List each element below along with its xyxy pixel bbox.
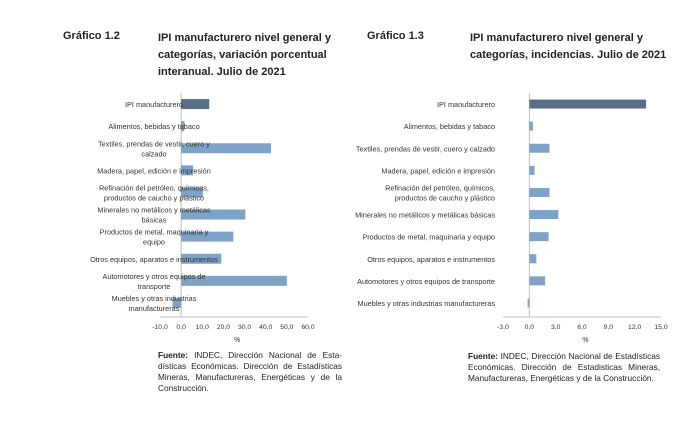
source-label: Fuente: — [158, 350, 188, 360]
x-tick-label: 9,0 — [604, 324, 614, 331]
category-label: Alimentos, bebidas y tabaco — [404, 122, 495, 131]
category-label: Otros equipos, aparatos e instrumentos — [367, 255, 495, 264]
category-label: Muebles y otras industrias — [112, 294, 197, 303]
category-label: básicas — [142, 216, 167, 225]
bar — [181, 121, 185, 132]
bar — [529, 121, 533, 131]
bar-chart-incidencias: IPI manufacturero Alimentos, bebidas y ta… — [355, 93, 668, 344]
source-note: Fuente: INDEC, Dirección Nacional de Est… — [468, 351, 660, 384]
category-label: Automotores y otros equipos de transport… — [357, 277, 495, 286]
bar — [181, 231, 234, 242]
category-label: Muebles y otras industrias manufacturera… — [358, 299, 496, 308]
source-text: INDEC, Dirección Nacional de Esta­dístic… — [468, 351, 660, 383]
x-tick-label: 0,0 — [525, 324, 535, 331]
category-label: Minerales no metálicos y metálicas básic… — [355, 211, 495, 220]
bar — [181, 143, 271, 154]
bar-chart-variacion: IPI manufacturero Alimentos, bebidas y ta… — [90, 93, 315, 344]
category-label: Refinación del petróleo, químicos, — [385, 183, 495, 192]
source-text: INDEC, Dirección Nacional de Esta­dístic… — [158, 350, 342, 393]
bar — [529, 254, 537, 264]
bar — [181, 165, 194, 176]
x-tick-label: 60,0 — [301, 324, 314, 331]
x-tick-label: 12,0 — [628, 324, 641, 331]
category-label: Refinación del petróleo, químicos, — [99, 183, 209, 192]
category-label: IPI manufacturero — [437, 100, 495, 109]
category-label: Madera, papel, edición e impresión — [97, 166, 211, 175]
chart-panel-variacion: Gráfico 1.2 IPI manufacturero nivel gene… — [63, 30, 342, 394]
chart-title: IPI manufacturero nivel general y catego… — [470, 32, 667, 61]
bar — [527, 298, 530, 308]
category-label: Otros equipos, aparatos e instrumentos — [90, 255, 218, 264]
x-tick-label: 30,0 — [238, 324, 251, 331]
chart-number: Gráfico 1.3 — [367, 30, 424, 42]
bar — [529, 276, 546, 286]
x-tick-label: 15,0 — [654, 324, 667, 331]
category-label: Productos de metal, maquinaria y equipo — [362, 233, 495, 242]
x-tick-label: -3,0 — [497, 324, 509, 331]
category-label: Textiles, prendas de vestir, cuero y — [98, 139, 210, 148]
bar — [181, 99, 210, 110]
bar — [181, 275, 287, 286]
chart-title: IPI manufacturero nivel general y catego… — [158, 32, 332, 78]
bar — [529, 165, 535, 175]
bar — [529, 210, 559, 220]
category-label: transporte — [138, 282, 171, 291]
bar — [181, 187, 203, 198]
x-tick-label: 20,0 — [217, 324, 230, 331]
bar — [529, 187, 550, 197]
category-label: calzado — [141, 149, 166, 158]
x-axis-label: % — [582, 337, 588, 344]
x-tick-label: 10,0 — [196, 324, 209, 331]
bar — [529, 99, 647, 109]
category-label: IPI manufacturero — [125, 100, 183, 109]
x-tick-label: 40,0 — [259, 324, 272, 331]
x-axis-label: % — [234, 337, 240, 344]
category-label: Textiles, prendas de vestir, cuero y cal… — [356, 144, 495, 153]
x-tick-label: 6,0 — [577, 324, 587, 331]
category-label: Alimentos, bebidas y tabaco — [108, 122, 199, 131]
source-note: Fuente: INDEC, Dirección Nacional de Est… — [158, 350, 342, 394]
category-label: Madera, papel, edición e impresión — [381, 166, 495, 175]
x-tick-label: -10,0 — [152, 324, 168, 331]
x-tick-label: 3,0 — [551, 324, 561, 331]
category-label: Minerales no metálicos y metálicas — [97, 206, 210, 215]
category-label: equipo — [143, 238, 165, 247]
source-label: Fuente: — [468, 351, 498, 361]
bar — [529, 232, 549, 242]
category-label: manufactureras — [129, 304, 180, 313]
category-label: Automotores y otros equipos de — [102, 272, 205, 281]
bar — [181, 209, 246, 220]
chart-number: Gráfico 1.2 — [63, 30, 120, 42]
x-tick-label: 50,0 — [280, 324, 293, 331]
category-label: productos de caucho y plástico — [395, 193, 495, 202]
bar — [181, 253, 222, 264]
category-label: productos de caucho y plástico — [104, 193, 204, 202]
bar — [172, 297, 182, 308]
category-label: Productos de metal, maquinaria y — [100, 228, 209, 237]
x-tick-label: 0,0 — [176, 324, 186, 331]
bar — [529, 143, 550, 153]
chart-panel-incidencias: Gráfico 1.3 IPI manufacturero nivel gene… — [343, 0, 686, 423]
